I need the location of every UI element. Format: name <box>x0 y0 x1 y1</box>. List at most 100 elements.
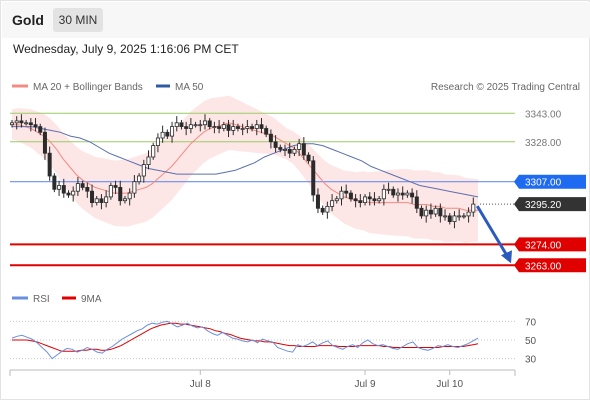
candle-body <box>160 131 165 139</box>
candle-body <box>471 203 476 213</box>
candle-body <box>353 198 358 202</box>
candle-body <box>52 175 57 190</box>
candle-body <box>122 198 127 202</box>
rsi-legend-label: RSI <box>33 294 50 305</box>
candle-body <box>372 198 377 202</box>
forecast-arrow-shaft <box>476 205 510 259</box>
rsi-tick-30: 30 <box>525 355 537 366</box>
candle-body <box>245 126 250 129</box>
candle-body <box>278 147 283 150</box>
candle-body <box>292 148 297 154</box>
candle-body <box>386 188 391 191</box>
level-tag-text-3295.20: 3295.20 <box>525 200 562 211</box>
candle-body <box>198 124 203 127</box>
ma20-legend-label: MA 20 + Bollinger Bands <box>33 82 143 93</box>
candle-body <box>405 192 410 196</box>
candle-body <box>33 124 38 127</box>
copyright-text: Research © 2025 Trading Central <box>431 82 580 93</box>
candle-body <box>165 131 170 137</box>
candle-body <box>217 126 222 129</box>
level-label-3328.00: 3328.00 <box>525 138 562 149</box>
candle-body <box>127 192 132 200</box>
candle-body <box>14 120 19 124</box>
forecast-arrow-head <box>501 250 512 264</box>
candle-body <box>428 209 433 215</box>
candle-body <box>320 207 325 213</box>
ma50-line <box>12 126 479 198</box>
level-tag-text-3307.00: 3307.00 <box>525 178 562 189</box>
rsi-ma-legend-label: 9MA <box>81 294 102 305</box>
candle-body <box>424 209 429 217</box>
time-tick-label: Jul 9 <box>354 379 376 390</box>
candle-body <box>268 133 273 143</box>
candle-body <box>57 185 62 190</box>
candle-body <box>325 205 330 213</box>
candle-body <box>47 152 52 177</box>
timestamp: Wednesday, July 9, 2025 1:16:06 PM CET <box>13 42 239 56</box>
candle-body <box>306 154 311 162</box>
candle-body <box>42 131 47 154</box>
rsi-tick-50: 50 <box>525 336 537 347</box>
level-tag-3307.00 <box>514 174 586 189</box>
rsi-ma-line <box>12 322 479 352</box>
candle-body <box>188 124 193 129</box>
candle-body <box>202 120 207 126</box>
candle-body <box>395 192 400 196</box>
candle-body <box>118 186 123 202</box>
level-tag-3263.00 <box>514 258 586 273</box>
candle-body <box>391 188 396 196</box>
candle-body <box>184 126 189 129</box>
rsi-line <box>11 320 479 360</box>
ma50-legend-label: MA 50 <box>175 82 204 93</box>
candle-body <box>226 124 231 131</box>
candle-body <box>443 215 448 218</box>
candle-body <box>38 126 43 133</box>
candle-body <box>71 190 76 196</box>
candle-body <box>231 126 236 131</box>
candle-body <box>410 192 415 198</box>
level-tag-3295.20 <box>514 197 586 212</box>
candle-body <box>461 215 466 218</box>
level-label-3343.00: 3343.00 <box>525 109 562 120</box>
candle-body <box>301 143 306 156</box>
candle-body <box>400 192 405 196</box>
candle-body <box>264 128 269 135</box>
interval-button[interactable]: 30 MIN <box>53 8 103 32</box>
candle-body <box>358 200 363 203</box>
candle-body <box>235 126 240 129</box>
candle-body <box>19 120 24 124</box>
candle-body <box>315 194 320 209</box>
level-tag-text-3263.00: 3263.00 <box>525 261 562 272</box>
candle-body <box>80 183 85 188</box>
candle-body <box>104 196 109 203</box>
candle-body <box>259 124 264 129</box>
candle-body <box>344 190 349 194</box>
candle-body <box>85 186 90 192</box>
candle-body <box>155 137 160 146</box>
rsi-tick-70: 70 <box>525 317 537 328</box>
candle-body <box>377 198 382 202</box>
candle-body <box>297 143 302 150</box>
candle-body <box>193 124 198 127</box>
candle-body <box>457 215 462 218</box>
candle-body <box>273 141 278 148</box>
candle-body <box>99 198 104 204</box>
candle-body <box>367 196 372 200</box>
candle-body <box>330 200 335 207</box>
candle-body <box>207 120 212 128</box>
candle-body <box>212 126 217 128</box>
candle-body <box>311 160 316 196</box>
candle-body <box>9 122 14 126</box>
candle-body <box>75 183 80 192</box>
time-tick-label: Jul 10 <box>436 379 463 390</box>
candle-body <box>141 164 146 177</box>
candle-body <box>108 185 113 198</box>
candle-body <box>254 124 259 129</box>
candle-body <box>24 122 29 125</box>
candle-body <box>381 188 386 200</box>
level-tag-3274.00 <box>514 237 586 252</box>
candle-body <box>66 192 71 196</box>
candle-body <box>61 185 66 194</box>
candle-body <box>452 215 457 222</box>
